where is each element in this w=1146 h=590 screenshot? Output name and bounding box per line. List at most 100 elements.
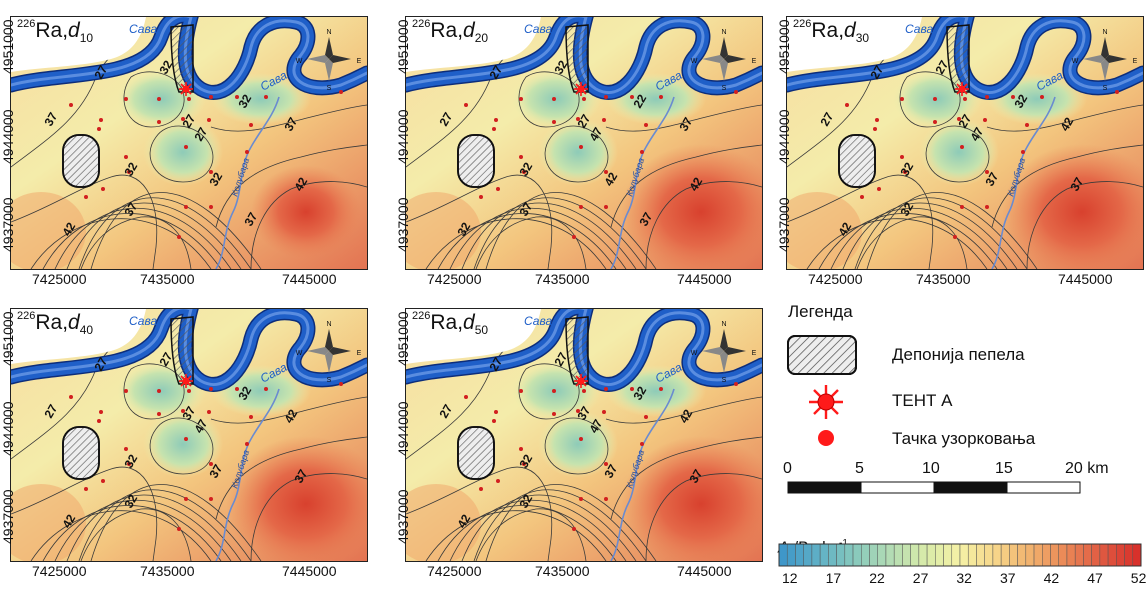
legend-title: Легенда bbox=[788, 302, 853, 321]
y-tick-label: 4944000 bbox=[0, 401, 16, 456]
panel-title-d10: 226Ra,d10 bbox=[17, 18, 94, 46]
colorbar-segment bbox=[1033, 543, 1043, 567]
svg-text:42: 42 bbox=[1057, 115, 1076, 134]
svg-text:27: 27 bbox=[179, 112, 198, 131]
colorbar-segment bbox=[885, 543, 895, 567]
svg-text:27: 27 bbox=[191, 125, 210, 144]
svg-text:37: 37 bbox=[291, 467, 310, 486]
svg-text:Сава: Сава bbox=[524, 314, 552, 328]
colorbar-segment bbox=[1017, 543, 1027, 567]
colorbar-segment bbox=[1050, 543, 1059, 567]
map-panel-d10: N S W E Сава Сава Колубара 27 32 32 27 37 37 42 32 32 27… bbox=[10, 16, 368, 270]
svg-text:W: W bbox=[1072, 58, 1079, 65]
tent-power-plant-icon bbox=[809, 385, 843, 419]
svg-text:42: 42 bbox=[59, 512, 78, 531]
x-tick-label: 7425000 bbox=[32, 563, 87, 579]
colorbar-segment bbox=[861, 543, 870, 567]
colorbar-segment bbox=[918, 543, 928, 567]
svg-text:37: 37 bbox=[241, 210, 260, 229]
colorbar-segment bbox=[844, 543, 854, 567]
svg-text:42: 42 bbox=[281, 407, 300, 426]
svg-text:Сава: Сава bbox=[905, 22, 933, 36]
svg-text:32: 32 bbox=[121, 160, 140, 179]
svg-text:N: N bbox=[326, 321, 331, 328]
colorbar-segment bbox=[811, 543, 821, 567]
svg-text:Сава: Сава bbox=[524, 22, 552, 36]
svg-text:27: 27 bbox=[91, 355, 110, 374]
svg-text:37: 37 bbox=[179, 404, 198, 423]
svg-text:37: 37 bbox=[686, 467, 705, 486]
svg-text:32: 32 bbox=[516, 452, 535, 471]
colorbar-segment bbox=[877, 543, 887, 567]
x-tick-label: 7435000 bbox=[535, 271, 590, 287]
svg-text:42: 42 bbox=[59, 220, 78, 239]
colorbar-segment bbox=[778, 543, 788, 567]
y-tick-label: 4951000 bbox=[0, 311, 16, 366]
svg-text:W: W bbox=[296, 58, 303, 65]
colorbar bbox=[778, 543, 1142, 567]
colorbar-segment bbox=[1116, 543, 1125, 567]
y-tick-label: 4951000 bbox=[776, 19, 792, 74]
svg-text:37: 37 bbox=[281, 115, 300, 134]
svg-text:32: 32 bbox=[454, 220, 473, 239]
svg-text:42: 42 bbox=[454, 512, 473, 531]
colorbar-tick-label: 22 bbox=[869, 570, 885, 586]
svg-text:W: W bbox=[296, 350, 303, 357]
x-tick-label: 7435000 bbox=[535, 563, 590, 579]
x-tick-label: 7445000 bbox=[282, 563, 337, 579]
svg-text:N: N bbox=[721, 29, 726, 36]
x-tick-label: 7435000 bbox=[140, 563, 195, 579]
colorbar-segment bbox=[893, 543, 903, 567]
scale-label-15: 15 bbox=[995, 460, 1013, 477]
svg-text:47: 47 bbox=[967, 125, 986, 144]
x-tick-label: 7445000 bbox=[677, 563, 732, 579]
colorbar-segment bbox=[935, 543, 944, 567]
x-tick-label: 7435000 bbox=[916, 271, 971, 287]
colorbar-segment bbox=[1025, 543, 1035, 567]
colorbar-tick-label: 12 bbox=[782, 570, 798, 586]
colorbar-segment bbox=[836, 543, 846, 567]
colorbar-segment bbox=[1074, 543, 1084, 567]
map-panel-d20: N S W E Сава Сава Колубара 27 32 22 27 27 37 32 32 42 47… bbox=[405, 16, 763, 270]
svg-text:32: 32 bbox=[897, 200, 916, 219]
y-tick-label: 4937000 bbox=[395, 489, 411, 544]
svg-text:32: 32 bbox=[121, 452, 140, 471]
colorbar-segment bbox=[828, 543, 837, 567]
svg-text:27: 27 bbox=[867, 63, 886, 82]
colorbar-segment bbox=[1042, 543, 1051, 567]
colorbar-segment bbox=[1009, 543, 1018, 567]
colorbar-segment bbox=[1099, 543, 1109, 567]
colorbar-segment bbox=[795, 543, 804, 567]
map-panel-d30: N S W E Сава Сава Колубара 27 27 32 27 27 32 42 32 37 47… bbox=[786, 16, 1144, 270]
svg-text:32: 32 bbox=[235, 384, 254, 403]
svg-text:27: 27 bbox=[486, 63, 505, 82]
svg-text:S: S bbox=[722, 85, 727, 92]
svg-text:N: N bbox=[721, 321, 726, 328]
svg-text:32: 32 bbox=[156, 58, 175, 77]
svg-text:E: E bbox=[752, 58, 757, 65]
sampling-point-icon bbox=[818, 430, 834, 446]
svg-text:32: 32 bbox=[551, 58, 570, 77]
y-tick-label: 4937000 bbox=[395, 197, 411, 252]
svg-text:27: 27 bbox=[817, 110, 836, 129]
colorbar-segment bbox=[951, 543, 961, 567]
colorbar-segment bbox=[819, 543, 829, 567]
colorbar-segment bbox=[1066, 543, 1076, 567]
colorbar-segment bbox=[786, 543, 796, 567]
svg-text:W: W bbox=[691, 350, 698, 357]
scale-label-20: 20 km bbox=[1065, 460, 1109, 477]
svg-text:S: S bbox=[327, 85, 332, 92]
colorbar-segment bbox=[959, 543, 969, 567]
svg-text:47: 47 bbox=[586, 125, 605, 144]
svg-text:42: 42 bbox=[835, 220, 854, 239]
svg-text:32: 32 bbox=[897, 160, 916, 179]
colorbar-segment bbox=[1000, 543, 1010, 567]
svg-text:E: E bbox=[357, 350, 362, 357]
y-tick-label: 4937000 bbox=[0, 489, 16, 544]
colorbar-segment bbox=[943, 543, 953, 567]
y-tick-label: 4951000 bbox=[0, 19, 16, 74]
ash-deposit-legend-icon bbox=[787, 335, 857, 375]
colorbar-segment bbox=[967, 543, 977, 567]
panel-title-d20: 226Ra,d20 bbox=[412, 18, 489, 46]
svg-text:E: E bbox=[752, 350, 757, 357]
